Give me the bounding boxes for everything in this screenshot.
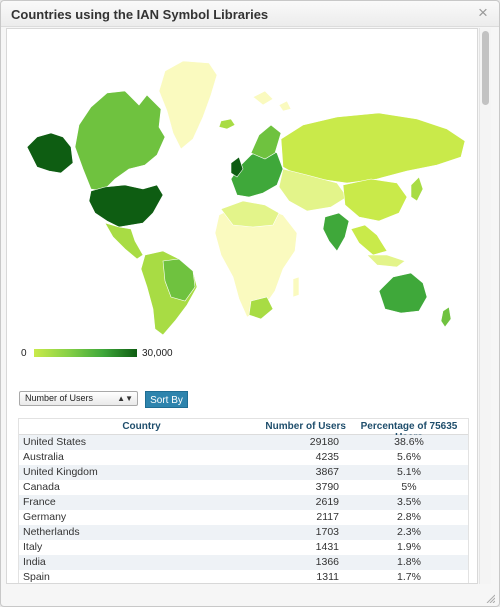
cell-country: Germany	[23, 511, 67, 523]
cell-country: Italy	[23, 541, 43, 553]
cell-percentage: 38.6%	[394, 436, 424, 448]
map-region-australia[interactable]	[378, 272, 428, 314]
cell-users: 1703	[315, 526, 339, 538]
table-header: Country Number of Users Percentage of 75…	[19, 419, 468, 443]
legend-color-scale	[34, 349, 137, 357]
cell-percentage: 5.6%	[397, 451, 421, 463]
map-region-greenland[interactable]	[158, 60, 218, 150]
cell-users: 4235	[315, 451, 339, 463]
cell-users: 1366	[315, 556, 339, 568]
cell-users: 3790	[315, 481, 339, 493]
table-row[interactable]: Spain 1311 1.7%	[19, 570, 468, 583]
map-region-uk[interactable]	[230, 156, 244, 178]
cell-users: 29180	[309, 436, 339, 448]
table-row[interactable]: France 2619 3.5%	[19, 495, 468, 510]
map-region-mexico[interactable]	[104, 222, 144, 260]
resize-grip-icon[interactable]	[485, 593, 495, 603]
sort-by-button[interactable]: Sort By	[145, 391, 188, 408]
users-table: Country Number of Users Percentage of 75…	[18, 418, 469, 583]
map-region-se-asia[interactable]	[350, 224, 388, 256]
map-region-india[interactable]	[322, 212, 350, 252]
map-region-alaska[interactable]	[26, 132, 74, 174]
map-region-canada[interactable]	[74, 90, 166, 192]
map-region-russia[interactable]	[280, 112, 466, 184]
cell-percentage: 5.1%	[397, 466, 421, 478]
map-region-usa[interactable]	[88, 184, 164, 228]
column-header-country[interactable]: Country	[122, 421, 161, 432]
cell-country: United States	[23, 436, 87, 448]
cell-users: 2619	[315, 496, 339, 508]
table-row[interactable]: Australia 4235 5.6%	[19, 450, 468, 465]
cell-percentage: 2.8%	[397, 511, 421, 523]
cell-country: Spain	[23, 571, 50, 583]
cell-percentage: 5%	[401, 481, 417, 493]
cell-users: 1311	[316, 571, 339, 583]
dialog-titlebar: Countries using the IAN Symbol Libraries…	[1, 1, 499, 27]
table-body: United States 29180 38.6% Australia 4235 5.6%…	[19, 435, 468, 583]
table-row[interactable]: United States 29180 38.6%	[19, 435, 468, 450]
dialog-title: Countries using the IAN Symbol Libraries	[11, 7, 269, 22]
cell-users: 3867	[315, 466, 339, 478]
sort-select[interactable]: Number of Users ▲▼	[19, 391, 138, 406]
map-region-iceland[interactable]	[218, 118, 236, 130]
map-region-north-africa[interactable]	[220, 200, 280, 228]
column-header-users[interactable]: Number of Users	[265, 421, 346, 432]
close-icon[interactable]: ×	[478, 3, 488, 22]
dialog-content: 0 30,000 Number of Users ▲▼ Sort By Coun…	[6, 28, 478, 584]
map-region-central-asia[interactable]	[278, 168, 348, 212]
cell-percentage: 1.8%	[397, 556, 421, 568]
cell-country: Canada	[23, 481, 60, 493]
cell-percentage: 2.3%	[397, 526, 421, 538]
map-region-new-zealand[interactable]	[440, 306, 452, 328]
table-row[interactable]: Canada 3790 5%	[19, 480, 468, 495]
cell-users: 1431	[315, 541, 339, 553]
map-region-madagascar[interactable]	[292, 276, 300, 298]
sort-select-value: Number of Users	[25, 393, 94, 403]
table-row[interactable]: United Kingdom 3867 5.1%	[19, 465, 468, 480]
chevron-down-icon: ▲▼	[117, 394, 133, 403]
legend-max-label: 30,000	[142, 348, 173, 359]
cell-country: Netherlands	[23, 526, 80, 538]
scrollbar-thumb[interactable]	[482, 31, 489, 105]
map-region-china[interactable]	[342, 178, 408, 222]
cell-country: United Kingdom	[23, 466, 98, 478]
map-region-indonesia[interactable]	[366, 254, 406, 268]
table-row[interactable]: India 1366 1.8%	[19, 555, 468, 570]
table-row[interactable]: Italy 1431 1.9%	[19, 540, 468, 555]
cell-percentage: 1.7%	[397, 571, 421, 583]
cell-country: France	[23, 496, 56, 508]
table-row[interactable]: Germany 2117 2.8%	[19, 510, 468, 525]
cell-percentage: 1.9%	[397, 541, 421, 553]
cell-users: 2117	[316, 511, 339, 523]
cell-percentage: 3.5%	[397, 496, 421, 508]
legend-min-label: 0	[21, 348, 27, 359]
map-region-arctic-islands[interactable]	[252, 90, 274, 106]
world-map[interactable]	[7, 29, 477, 344]
cell-country: Australia	[23, 451, 64, 463]
map-region-scandinavia[interactable]	[250, 124, 282, 160]
scrollbar[interactable]	[479, 28, 491, 584]
map-region-brazil[interactable]	[162, 258, 196, 302]
map-region-south-africa[interactable]	[248, 296, 274, 320]
cell-country: India	[23, 556, 46, 568]
map-region-japan[interactable]	[410, 176, 424, 202]
map-region-svalbard[interactable]	[278, 100, 292, 112]
table-row[interactable]: Netherlands 1703 2.3%	[19, 525, 468, 540]
